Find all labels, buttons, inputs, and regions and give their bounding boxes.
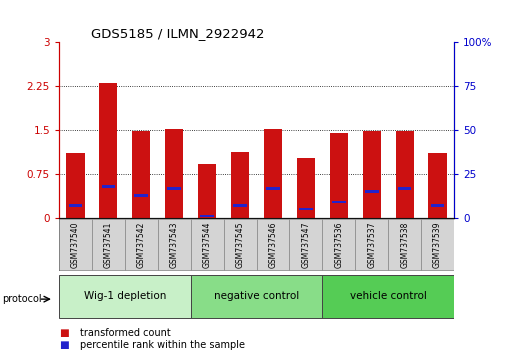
- Text: GSM737546: GSM737546: [268, 221, 278, 268]
- Bar: [132, 131, 150, 218]
- Text: vehicle control: vehicle control: [350, 291, 427, 302]
- Text: GSM737536: GSM737536: [334, 221, 343, 268]
- Text: GSM737541: GSM737541: [104, 221, 113, 268]
- Bar: [266, 187, 280, 190]
- Text: negative control: negative control: [214, 291, 299, 302]
- Bar: [264, 129, 282, 218]
- Bar: [191, 219, 224, 270]
- Bar: [256, 219, 289, 270]
- Bar: [100, 84, 117, 218]
- Bar: [330, 133, 348, 218]
- Bar: [396, 131, 413, 218]
- Bar: [363, 131, 381, 218]
- Bar: [421, 219, 454, 270]
- Bar: [289, 219, 322, 270]
- Text: GSM737544: GSM737544: [203, 221, 212, 268]
- Bar: [224, 219, 256, 270]
- Bar: [198, 164, 216, 218]
- Bar: [231, 152, 249, 218]
- Bar: [233, 204, 247, 207]
- Bar: [428, 154, 447, 218]
- Text: percentile rank within the sample: percentile rank within the sample: [80, 340, 245, 350]
- Bar: [201, 215, 214, 217]
- Bar: [66, 154, 85, 218]
- Bar: [165, 129, 183, 218]
- Bar: [332, 201, 346, 203]
- Bar: [299, 208, 312, 210]
- Bar: [431, 204, 444, 207]
- Bar: [167, 187, 181, 190]
- Text: GSM737542: GSM737542: [137, 221, 146, 268]
- Text: GSM737540: GSM737540: [71, 221, 80, 268]
- Text: Wig-1 depletion: Wig-1 depletion: [84, 291, 166, 302]
- Text: ■: ■: [59, 328, 69, 338]
- Bar: [322, 275, 454, 318]
- Bar: [355, 219, 388, 270]
- Bar: [125, 219, 158, 270]
- Text: protocol: protocol: [3, 294, 42, 304]
- Bar: [322, 219, 355, 270]
- Text: GSM737547: GSM737547: [301, 221, 310, 268]
- Bar: [158, 219, 191, 270]
- Bar: [92, 219, 125, 270]
- Text: GSM737537: GSM737537: [367, 221, 376, 268]
- Bar: [398, 187, 411, 190]
- Bar: [297, 158, 315, 218]
- Bar: [191, 275, 322, 318]
- Bar: [365, 190, 379, 193]
- Text: GSM737543: GSM737543: [170, 221, 179, 268]
- Text: GSM737538: GSM737538: [400, 221, 409, 268]
- Bar: [388, 219, 421, 270]
- Bar: [69, 204, 82, 207]
- Text: ■: ■: [59, 340, 69, 350]
- Text: GSM737539: GSM737539: [433, 221, 442, 268]
- Bar: [59, 219, 92, 270]
- Text: GDS5185 / ILMN_2922942: GDS5185 / ILMN_2922942: [91, 27, 264, 40]
- Text: transformed count: transformed count: [80, 328, 170, 338]
- Text: GSM737545: GSM737545: [235, 221, 245, 268]
- Bar: [102, 185, 115, 188]
- Bar: [134, 194, 148, 197]
- Bar: [59, 275, 191, 318]
